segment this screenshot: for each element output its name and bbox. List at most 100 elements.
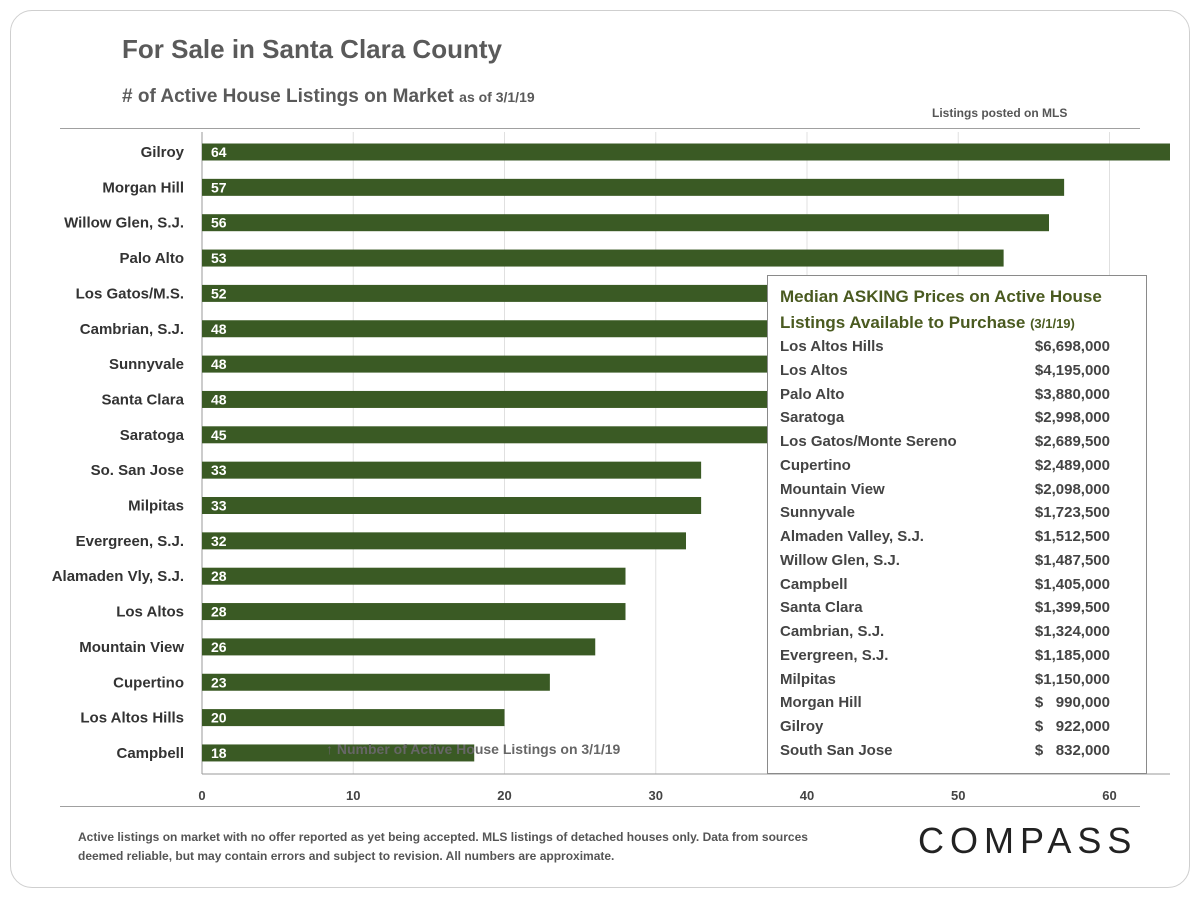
bar-value-label: 56 <box>211 215 227 231</box>
bar <box>202 603 626 621</box>
price-row-value: $1,399,500 <box>1034 599 1110 617</box>
bar-value-label: 28 <box>211 604 227 620</box>
subtitle-date: as of 3/1/19 <box>459 89 535 105</box>
bar-value-label: 20 <box>211 710 227 726</box>
bar <box>202 709 505 727</box>
bar-value-label: 64 <box>211 144 227 160</box>
price-row-area: Cupertino <box>780 456 851 474</box>
bar-value-label: 48 <box>211 321 227 337</box>
price-row-value: $ 922,000 <box>1034 718 1110 735</box>
page-title: For Sale in Santa Clara County <box>122 34 502 64</box>
price-row: Evergreen, S.J. $1,185,000 <box>780 647 1140 670</box>
category-label: Cambrian, S.J. <box>80 321 184 338</box>
category-label: Mountain View <box>79 639 184 656</box>
category-label: Los Altos Hills <box>80 710 184 727</box>
bar <box>202 178 1065 196</box>
category-label: Santa Clara <box>101 391 184 408</box>
price-row: Santa Clara $1,399,500 <box>780 599 1140 622</box>
price-row-value: $2,489,000 <box>1034 456 1110 474</box>
price-row-area: Morgan Hill <box>780 694 862 712</box>
price-row-area: Saratoga <box>780 409 845 427</box>
price-row-area: Sunnyvale <box>780 504 856 522</box>
price-row-value: $3,880,000 <box>1034 385 1110 403</box>
category-label: Campbell <box>116 745 184 762</box>
x-tick-label: 0 <box>198 788 205 803</box>
bar-value-label: 53 <box>211 250 227 266</box>
price-row-area: Palo Alto <box>780 385 845 403</box>
price-row-area: Santa Clara <box>780 599 863 617</box>
price-row: Saratoga $2,998,000 <box>780 409 1140 432</box>
footnote: Active listings on market with no offer … <box>78 830 808 863</box>
x-tick-label: 20 <box>497 788 511 803</box>
x-tick-label: 40 <box>800 788 814 803</box>
median-price-heading-line1: Median ASKING Prices on Active House <box>780 287 1102 306</box>
bar <box>202 143 1170 161</box>
price-row-area: Almaden Valley, S.J. <box>780 528 924 545</box>
category-label: Milpitas <box>128 498 184 515</box>
bar-value-label: 45 <box>211 427 227 443</box>
chart-annotation: ↑ Number of Active House Listings on 3/1… <box>326 741 621 757</box>
price-row-area: Cambrian, S.J. <box>780 623 885 640</box>
price-row: Milpitas $1,150,000 <box>780 671 1140 694</box>
bar-value-label: 28 <box>211 568 227 584</box>
category-label: Saratoga <box>120 427 185 444</box>
price-row: Campbell $1,405,000 <box>780 576 1140 599</box>
price-row-value: $2,689,500 <box>1034 433 1110 450</box>
price-row-area: South San Jose <box>780 741 893 759</box>
price-row-value: $1,150,000 <box>1034 670 1110 688</box>
bar <box>202 497 702 514</box>
bottom-rule <box>60 806 1140 807</box>
bar <box>202 426 883 444</box>
price-row: Gilroy $ 922,000 <box>780 718 1140 741</box>
price-row-area: Los Gatos/Monte Sereno <box>780 433 957 450</box>
bar-value-label: 52 <box>211 285 227 301</box>
price-row: Los Gatos/Monte Sereno $2,689,500 <box>780 433 1140 456</box>
price-row-value: $4,195,000 <box>1034 361 1110 379</box>
bar-value-label: 33 <box>211 498 227 514</box>
price-row-value: $6,698,000 <box>1034 338 1110 355</box>
price-row: Almaden Valley, S.J. $1,512,500 <box>780 528 1140 551</box>
bar-value-label: 32 <box>211 533 227 549</box>
price-row: Cupertino $2,489,000 <box>780 457 1140 480</box>
bar <box>202 532 686 550</box>
bar-value-label: 57 <box>211 179 227 195</box>
bar <box>202 567 626 585</box>
price-row: Palo Alto $3,880,000 <box>780 386 1140 409</box>
price-row-value: $ 990,000 <box>1034 694 1110 712</box>
price-row: Morgan Hill $ 990,000 <box>780 694 1140 717</box>
price-row: Cambrian, S.J. $1,324,000 <box>780 623 1140 646</box>
bar <box>202 355 928 373</box>
x-tick-label: 60 <box>1102 788 1116 803</box>
category-label: Cupertino <box>113 674 184 691</box>
median-price-heading: Median ASKING Prices on Active House Lis… <box>780 284 1140 337</box>
price-row: Mountain View $2,098,000 <box>780 481 1140 504</box>
bar-value-label: 26 <box>211 639 227 655</box>
category-label: Sunnyvale <box>109 356 184 373</box>
category-label: Los Gatos/M.S. <box>76 285 184 302</box>
price-row-value: $2,098,000 <box>1034 480 1110 498</box>
category-label: Los Altos <box>116 604 184 621</box>
bar <box>202 744 475 762</box>
price-row-area: Campbell <box>780 575 848 593</box>
bar-value-label: 33 <box>211 462 227 478</box>
category-label: Morgan Hill <box>102 179 184 196</box>
median-price-heading-line2: Listings Available to Purchase (3/1/19) <box>780 310 1140 337</box>
category-label: Willow Glen, S.J. <box>64 215 184 232</box>
source-note: Listings posted on MLS <box>932 106 1068 120</box>
category-label: Evergreen, S.J. <box>76 533 184 550</box>
median-price-heading-date: (3/1/19) <box>1030 316 1075 331</box>
median-price-heading-text: Listings Available to Purchase <box>780 313 1026 332</box>
price-row-value: $1,487,500 <box>1034 551 1110 569</box>
bar-value-label: 48 <box>211 356 227 372</box>
subtitle-text: # of Active House Listings on Market <box>122 86 454 107</box>
bar-value-label: 18 <box>211 745 227 761</box>
category-label: Palo Alto <box>120 250 184 267</box>
category-label: So. San Jose <box>91 462 184 479</box>
median-price-panel: Median ASKING Prices on Active House Lis… <box>767 275 1147 774</box>
chart-subtitle: # of Active House Listings on Market as … <box>122 86 535 108</box>
bar <box>202 214 1049 232</box>
price-row-value: $1,405,000 <box>1034 575 1110 593</box>
x-tick-label: 50 <box>951 788 965 803</box>
price-row-value: $ 832,000 <box>1034 741 1110 759</box>
price-row-area: Milpitas <box>780 670 836 688</box>
